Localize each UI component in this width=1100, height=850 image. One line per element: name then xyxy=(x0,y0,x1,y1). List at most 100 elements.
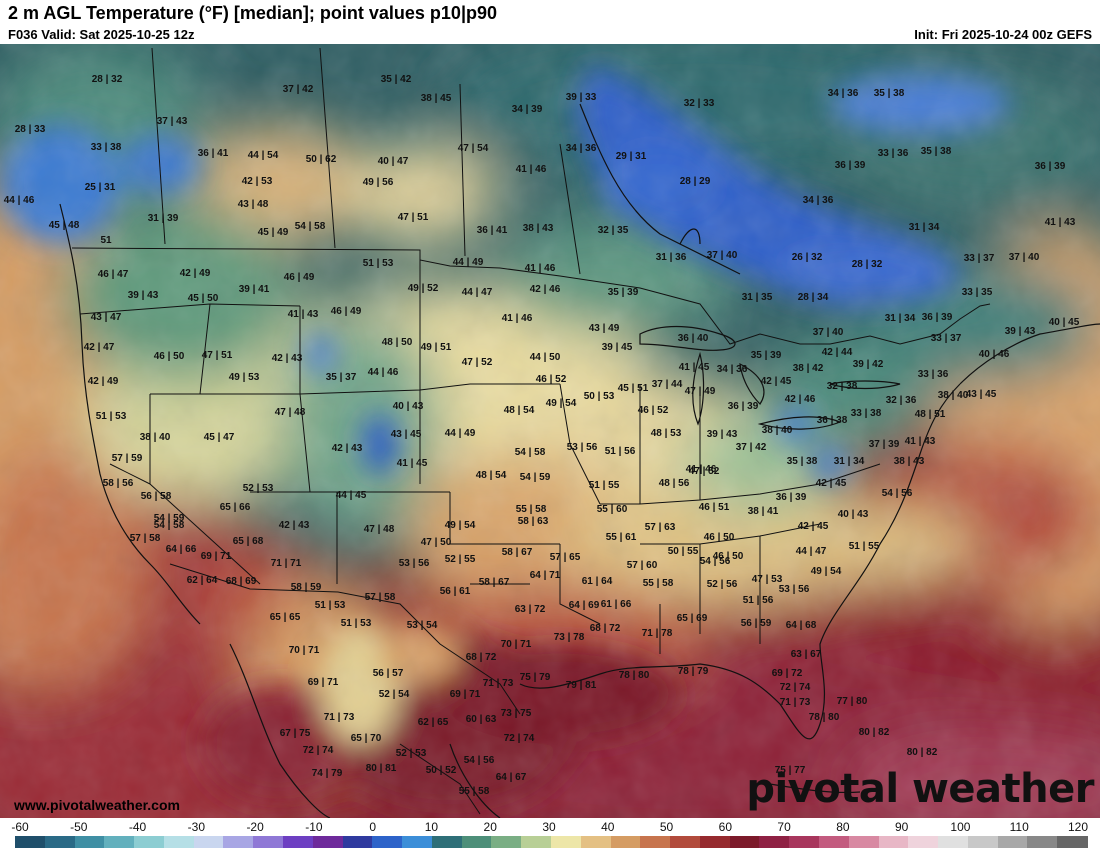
colorbar-segment xyxy=(997,836,1029,848)
point-value-label: 33 | 36 xyxy=(918,369,949,380)
point-value-label: 28 | 33 xyxy=(15,124,46,135)
point-value-label: 75 | 77 xyxy=(775,765,806,776)
point-value-label: 33 | 37 xyxy=(964,253,995,264)
point-value-label: 53 | 56 xyxy=(567,442,598,453)
point-value-label: 49 | 54 xyxy=(445,520,476,531)
point-value-label: 42 | 45 xyxy=(798,521,829,532)
point-value-label: 50 | 55 xyxy=(668,546,699,557)
point-value-label: 71 | 73 xyxy=(324,712,355,723)
point-value-label: 60 | 63 xyxy=(466,714,497,725)
political-borders xyxy=(71,47,991,815)
colorbar-tick-label: 90 xyxy=(894,820,909,834)
point-value-label: 51 xyxy=(100,235,112,246)
point-value-label: 62 | 64 xyxy=(187,575,218,586)
brand-logo: pivotal weather xyxy=(746,766,1094,812)
point-value-label: 36 | 39 xyxy=(922,312,953,323)
point-value-label: 74 | 79 xyxy=(312,768,343,779)
point-value-label: 36 | 39 xyxy=(1035,161,1066,172)
point-value-label: 39 | 41 xyxy=(239,284,270,295)
colorbar-tick-label: 70 xyxy=(777,820,791,834)
point-value-label: 80 | 82 xyxy=(859,727,890,738)
map-title: 2 m AGL Temperature (°F) [median]; point… xyxy=(8,3,497,23)
point-value-label: 48 | 54 xyxy=(476,470,507,481)
point-value-label: 50 | 62 xyxy=(306,154,337,165)
point-value-label: 44 | 46 xyxy=(368,367,399,378)
point-value-label: 70 | 71 xyxy=(501,639,532,650)
point-value-label: 45 | 51 xyxy=(618,383,649,394)
point-value-label: 55 | 61 xyxy=(606,532,637,543)
point-value-label: 49 | 54 xyxy=(811,566,842,577)
colorbar-segment xyxy=(44,836,76,848)
point-value-label: 45 | 49 xyxy=(258,227,289,238)
point-value-label: 26 | 32 xyxy=(792,252,823,263)
point-value-label: 46 | 47 xyxy=(98,269,129,280)
colorbar-segment xyxy=(610,836,641,848)
temperature-map: 28 | 32 37 | 42 35 | 42 38 | 45 34 | 39 39 | … xyxy=(0,44,1100,818)
point-value-label: 52 | 53 xyxy=(396,748,427,759)
point-value-label: 64 | 67 xyxy=(496,772,527,783)
colorbar-tick-label: 80 xyxy=(836,820,850,834)
coastlines xyxy=(59,103,1100,818)
point-value-label: 78 | 80 xyxy=(619,670,650,681)
colorbar-segment xyxy=(699,836,731,848)
point-value-label: 47 | 51 xyxy=(398,212,429,223)
point-value-label: 46 | 49 xyxy=(331,306,362,317)
point-value-label: 49 | 51 xyxy=(421,342,452,353)
point-value-label: 48 | 53 xyxy=(651,428,682,439)
point-value-label: 31 | 36 xyxy=(656,252,687,263)
colorbar-segment xyxy=(223,836,254,848)
colorbar-segment xyxy=(431,836,463,848)
colorbar-tick-label: 100 xyxy=(950,820,971,834)
point-value-label: 42 | 45 xyxy=(816,478,847,489)
point-value-label: 41 | 46 xyxy=(525,263,556,274)
point-value-label: 37 | 40 xyxy=(1009,252,1040,263)
point-value-label: 41 | 45 xyxy=(679,362,710,373)
point-value-label: 52 | 56 xyxy=(707,579,738,590)
point-value-label: 79 | 81 xyxy=(566,680,597,691)
point-value-label: 31 | 34 xyxy=(834,456,865,467)
point-value-label: 61 | 66 xyxy=(601,599,632,610)
colorbar-tick-label: 60 xyxy=(718,820,733,834)
point-value-label: 44 | 45 xyxy=(336,490,367,501)
site-url[interactable]: www.pivotalweather.com xyxy=(14,797,180,813)
point-value-label: 37 | 44 xyxy=(652,379,683,390)
point-value-label: 54 | 56 xyxy=(700,556,731,567)
colorbar-segment xyxy=(580,836,612,848)
point-value-label: 52 | 55 xyxy=(445,554,476,565)
point-value-label: 38 | 40 xyxy=(762,425,793,436)
point-value-label: 36 | 39 xyxy=(835,160,866,171)
point-value-label: 63 | 67 xyxy=(791,649,822,660)
point-value-label: 40 | 43 xyxy=(838,509,869,520)
point-value-label: 51 | 53 xyxy=(96,411,127,422)
point-value-label: 39 | 33 xyxy=(566,92,597,103)
point-value-label: 42 | 43 xyxy=(272,353,303,364)
point-value-label: 43 | 47 xyxy=(91,312,122,323)
colorbar-tick-label: -50 xyxy=(70,820,88,834)
point-value-label: 33 | 35 xyxy=(962,287,993,298)
colorbar-segment xyxy=(104,836,135,848)
colorbar-tick-label: -20 xyxy=(246,820,264,834)
colorbar-tick-label: 20 xyxy=(483,820,497,834)
point-value-label: 35 | 38 xyxy=(874,88,905,99)
colorbar-tick-label: 110 xyxy=(1009,820,1029,834)
point-value-label: 42 | 43 xyxy=(332,443,363,454)
point-value-label: 71 | 73 xyxy=(780,697,811,708)
colorbar-tick-label: -30 xyxy=(187,820,205,834)
point-value-label: 46 | 50 xyxy=(704,532,735,543)
point-value-label: 57 | 58 xyxy=(365,592,396,603)
point-value-label: 73 | 75 xyxy=(501,708,532,719)
point-value-label: 28 | 29 xyxy=(680,176,711,187)
point-value-label: 46 | 52 xyxy=(536,374,567,385)
point-value-label: 42 | 53 xyxy=(242,176,273,187)
point-value-label: 68 | 72 xyxy=(590,623,621,634)
point-value-label: 46 | 49 xyxy=(284,272,315,283)
point-value-label: 53 | 56 xyxy=(399,558,430,569)
point-value-label: 35 | 38 xyxy=(921,146,952,157)
point-value-label: 48 | 51 xyxy=(915,409,946,420)
colorbar-segment xyxy=(878,836,909,848)
point-value-label: 52 | 53 xyxy=(243,483,274,494)
point-value-label: 78 | 79 xyxy=(678,666,709,677)
point-value-label: 44 | 50 xyxy=(530,352,561,363)
point-value-label: 34 | 36 xyxy=(803,195,834,206)
temperature-colorbar: -60 -50 -40 -30 -20 -10 0 10 20 30 40 50 60 70 80 90 100… xyxy=(0,818,1100,850)
